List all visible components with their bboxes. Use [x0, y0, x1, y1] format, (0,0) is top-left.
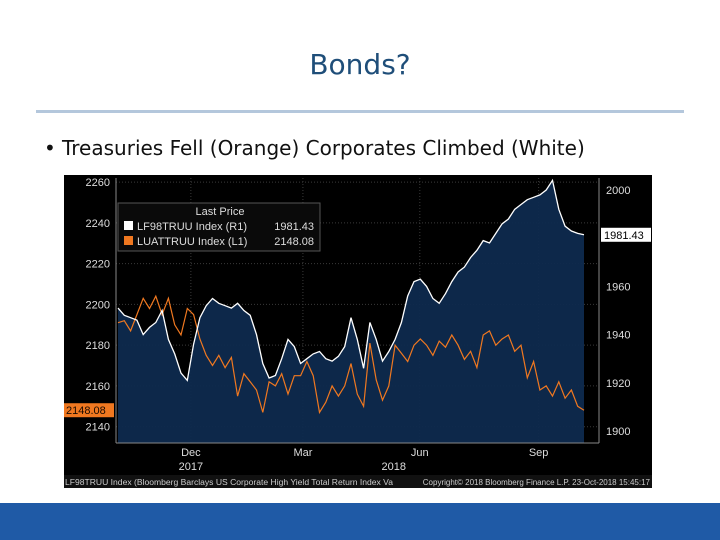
y-left-tick-label: 2140	[86, 422, 110, 434]
legend-label-orange: LUATTRUU Index (L1)	[137, 236, 247, 248]
year-label: 2017	[179, 461, 203, 473]
y-right-tick-label: 1940	[606, 330, 630, 342]
y-left-tick-label: 2240	[86, 218, 110, 230]
orange-series-line	[117, 294, 585, 415]
y-right-tick-label: 2000	[606, 185, 630, 197]
y-left-tick-label: 2160	[86, 381, 110, 393]
chart-canvas: 2140 2160 2180 2200 2220 2240 2260 1900 1920 1940…	[64, 175, 652, 488]
y-left-tick-label: 2180	[86, 340, 110, 352]
x-tick-label: Dec	[181, 447, 201, 459]
y-right-tick-label: 1960	[606, 281, 630, 293]
legend-swatch-white	[124, 221, 133, 230]
legend-swatch-orange	[124, 236, 133, 245]
y-left-tick-label: 2200	[86, 299, 110, 311]
legend-label-white: LF98TRUU Index (R1)	[137, 221, 247, 233]
bullet-point: • Treasuries Fell (Orange) Corporates Cli…	[44, 136, 585, 160]
chart-footer-strip	[64, 475, 652, 488]
x-tick-label: Sep	[529, 447, 549, 459]
slide-title: Bonds?	[309, 48, 411, 81]
x-tick-label: Mar	[293, 447, 312, 459]
last-price-tag-left	[64, 403, 114, 418]
last-price-tag-right-label: 1981.43	[604, 230, 644, 242]
last-price-tag-left-label: 2148.08	[66, 405, 106, 417]
chart-footer-right: Copyright© 2018 Bloomberg Finance L.P. 2…	[423, 478, 651, 487]
y-right-tick-label: 1900	[606, 426, 630, 438]
chart-footer-left: LF98TRUU Index (Bloomberg Barclays US Co…	[65, 478, 394, 487]
footer-bar	[0, 503, 720, 540]
bullet-dot-icon: •	[44, 136, 56, 160]
year-label: 2018	[381, 461, 405, 473]
x-tick-label: Jun	[411, 447, 429, 459]
legend-header: Last Price	[196, 206, 245, 218]
white-series-line	[117, 178, 585, 382]
y-left-tick-label: 2260	[86, 177, 110, 189]
y-left-tick-label: 2220	[86, 259, 110, 271]
last-price-tag-right	[601, 227, 651, 242]
legend-value-orange: 2148.08	[274, 236, 314, 248]
bond-chart: 2140 2160 2180 2200 2220 2240 2260 1900 1920 1940…	[64, 175, 652, 488]
legend-value-white: 1981.43	[274, 221, 314, 233]
bullet-text: Treasuries Fell (Orange) Corporates Clim…	[62, 136, 585, 160]
y-right-tick-label: 1920	[606, 378, 630, 390]
legend-box	[117, 202, 321, 252]
title-divider	[36, 110, 684, 113]
